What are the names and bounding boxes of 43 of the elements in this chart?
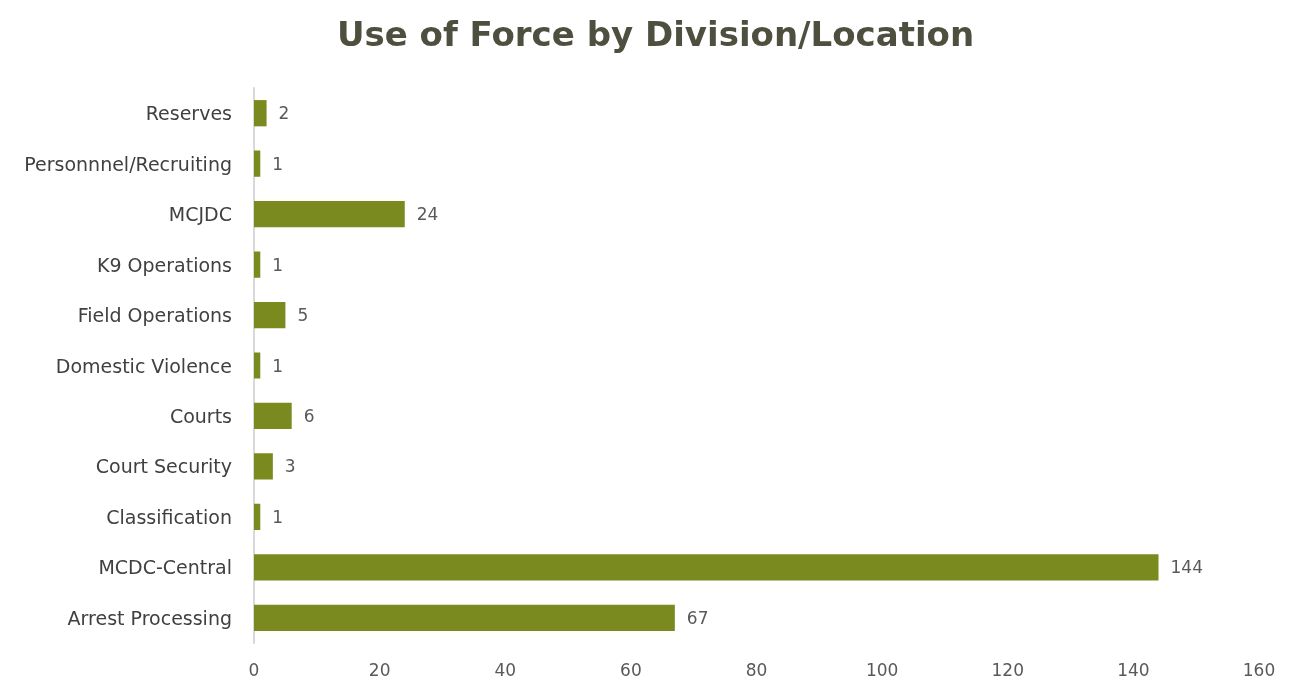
bar: [254, 352, 261, 379]
y-tick-label: Domestic Violence: [55, 354, 232, 377]
y-tick-label: Reserves: [145, 102, 232, 125]
x-tick-label: 120: [991, 659, 1024, 680]
y-tick-label: Classification: [106, 505, 232, 528]
y-tick-label: Arrest Processing: [67, 606, 232, 629]
x-tick-label: 0: [248, 659, 260, 680]
data-label: 2: [278, 103, 290, 124]
y-tick-label: K9 Operations: [96, 253, 232, 276]
y-tick-label: Court Security: [95, 455, 232, 478]
x-tick-label: 20: [368, 659, 391, 680]
data-label: 67: [686, 607, 709, 628]
bar: [254, 150, 261, 177]
bar: [254, 201, 405, 228]
data-label: 1: [272, 254, 284, 275]
data-label: 5: [297, 305, 309, 326]
y-tick-label: Courts: [169, 404, 232, 427]
data-label: 24: [416, 204, 439, 225]
bar: [254, 301, 286, 329]
bar: [254, 503, 261, 530]
data-label: 1: [272, 153, 284, 174]
x-tick-label: 140: [1117, 659, 1150, 680]
bar: [254, 453, 273, 480]
data-label: 6: [303, 405, 315, 426]
y-tick-label: Field Operations: [77, 304, 232, 327]
data-label: 3: [284, 456, 296, 477]
y-tick-label: MCDC-Central: [98, 556, 232, 579]
x-tick-label: 160: [1242, 659, 1276, 680]
x-tick-label: 60: [620, 659, 642, 680]
data-label: 144: [1170, 557, 1203, 578]
y-tick-label: MCJDC: [168, 203, 232, 226]
x-tick-label: 80: [745, 659, 768, 680]
bar: [254, 251, 261, 278]
data-label: 1: [272, 355, 284, 376]
bar: [254, 554, 1159, 581]
bar: [254, 402, 292, 430]
bar: [254, 100, 267, 127]
chart-title: Use of Force by Division/Location: [336, 14, 975, 54]
bar: [254, 604, 675, 631]
data-label: 1: [272, 506, 284, 527]
y-tick-label: Personnnel/Recruiting: [24, 152, 232, 175]
x-tick-label: 40: [494, 659, 517, 680]
x-tick-label: 100: [865, 659, 899, 680]
